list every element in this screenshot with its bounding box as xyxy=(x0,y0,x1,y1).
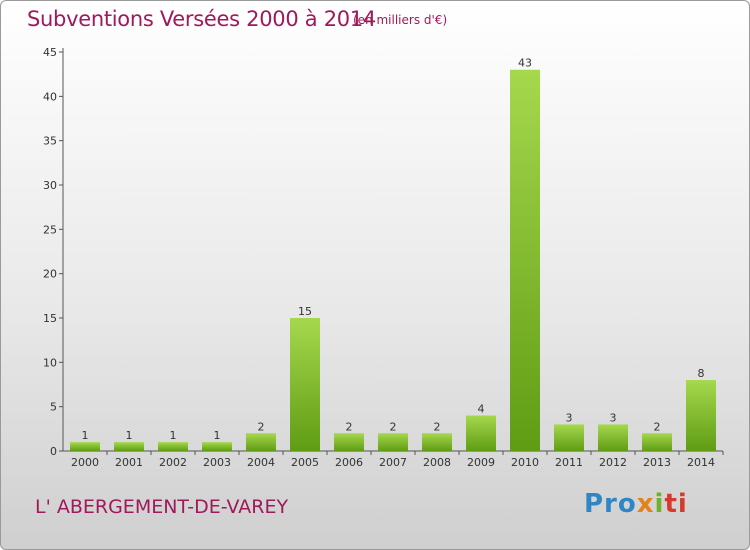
data-label: 4 xyxy=(478,403,485,416)
bar-2004 xyxy=(246,433,276,451)
bar-2008 xyxy=(422,433,452,451)
x-tick-label: 2010 xyxy=(511,456,539,469)
logo-part-1: Pro xyxy=(584,489,637,519)
x-tick-label: 2012 xyxy=(599,456,627,469)
y-tick-label: 45 xyxy=(43,46,57,59)
bar-2011 xyxy=(554,424,584,451)
data-label: 1 xyxy=(82,429,89,442)
data-label: 2 xyxy=(346,420,353,433)
bar-2000 xyxy=(70,442,100,451)
x-tick-label: 2007 xyxy=(379,456,407,469)
x-tick-label: 2000 xyxy=(71,456,99,469)
x-tick-label: 2011 xyxy=(555,456,583,469)
data-label: 1 xyxy=(170,429,177,442)
bar-2002 xyxy=(158,442,188,451)
bar-2003 xyxy=(202,442,232,451)
bar-2014 xyxy=(686,380,716,451)
data-label: 1 xyxy=(126,429,133,442)
data-label: 2 xyxy=(258,420,265,433)
x-tick-label: 2004 xyxy=(247,456,275,469)
data-label: 3 xyxy=(610,411,617,424)
y-tick-label: 15 xyxy=(43,312,57,325)
y-tick-label: 30 xyxy=(43,179,57,192)
x-tick-label: 2002 xyxy=(159,456,187,469)
x-tick-label: 2006 xyxy=(335,456,363,469)
data-label: 2 xyxy=(654,420,661,433)
data-label: 1 xyxy=(214,429,221,442)
y-tick-label: 0 xyxy=(50,445,57,458)
bar-2012 xyxy=(598,424,628,451)
data-label: 43 xyxy=(518,57,532,70)
x-tick-label: 2003 xyxy=(203,456,231,469)
y-tick-label: 20 xyxy=(43,268,57,281)
place-name: L' ABERGEMENT-DE-VAREY xyxy=(35,496,289,518)
x-tick-label: 2013 xyxy=(643,456,671,469)
data-label: 15 xyxy=(298,305,312,318)
bar-2007 xyxy=(378,433,408,451)
x-tick-label: 2001 xyxy=(115,456,143,469)
logo-part-3: i xyxy=(654,489,665,519)
chart-subtitle: (en milliers d'€) xyxy=(353,13,448,27)
y-tick-label: 25 xyxy=(43,223,57,236)
bar-2006 xyxy=(334,433,364,451)
data-label: 8 xyxy=(698,367,705,380)
bar-2010 xyxy=(510,69,540,451)
y-tick-label: 40 xyxy=(43,90,57,103)
bar-2005 xyxy=(290,318,320,451)
data-label: 3 xyxy=(566,411,573,424)
y-tick-label: 5 xyxy=(50,401,57,414)
x-tick-label: 2005 xyxy=(291,456,319,469)
logo-part-4: ti xyxy=(664,489,688,519)
y-tick-label: 10 xyxy=(43,356,57,369)
data-label: 2 xyxy=(390,420,397,433)
chart-title: Subventions Versées 2000 à 2014 xyxy=(27,7,376,31)
x-tick-label: 2009 xyxy=(467,456,495,469)
logo-part-2: x xyxy=(636,489,655,519)
proxiti-logo: Proxiti xyxy=(584,489,688,519)
data-label: 2 xyxy=(434,420,441,433)
bar-2013 xyxy=(642,433,672,451)
bar-2009 xyxy=(466,415,496,451)
bar-2001 xyxy=(114,442,144,451)
x-tick-label: 2014 xyxy=(687,456,715,469)
y-tick-label: 35 xyxy=(43,135,57,148)
x-tick-label: 2008 xyxy=(423,456,451,469)
